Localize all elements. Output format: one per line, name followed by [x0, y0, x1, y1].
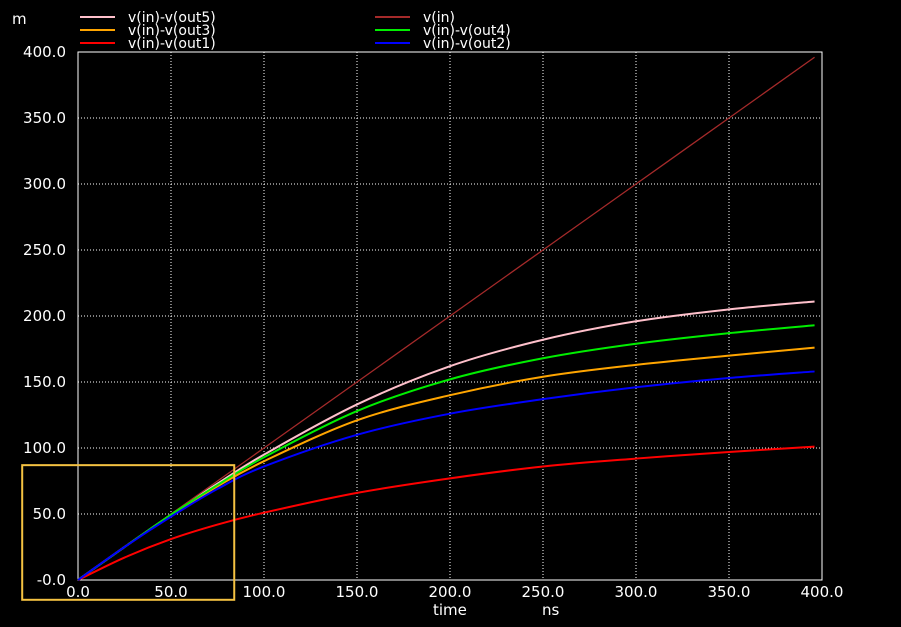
- legend-entry: v(in)-v(out1): [128, 36, 216, 52]
- y-tick-label: 350.0: [23, 109, 66, 127]
- series-layer: [77, 56, 815, 581]
- x-tick-label: 350.0: [708, 583, 751, 601]
- grid: [78, 52, 822, 580]
- x-tick-label: 200.0: [429, 583, 472, 601]
- y-tick-label: 250.0: [23, 241, 66, 259]
- series-line-v-in-v-out1: [77, 445, 815, 581]
- y-tick-label: 200.0: [23, 307, 66, 325]
- y-tick-label: 150.0: [23, 373, 66, 391]
- plot-frame: [77, 51, 823, 581]
- y-unit-label: m: [12, 10, 27, 28]
- legend-entry: v(in)-v(out3): [128, 23, 216, 39]
- y-tick-label: 50.0: [33, 505, 66, 523]
- legend-entry: v(in)-v(out2): [423, 36, 511, 52]
- series-line-v-in-v-out4: [77, 324, 815, 581]
- y-tick-label: 100.0: [23, 439, 66, 457]
- x-tick-label: 150.0: [336, 583, 379, 601]
- legend-entry: v(in)-v(out5): [128, 10, 216, 26]
- y-tick-label: 400.0: [23, 43, 66, 61]
- highlight-layer: [21, 464, 236, 601]
- legend-entry: v(in)-v(out4): [423, 23, 511, 39]
- legend: v(in)-v(out5) v(in)v(in)-v(out3) v(in)-v(o…: [80, 10, 511, 52]
- x-tick-label: 250.0: [522, 583, 565, 601]
- legend-entry: v(in): [423, 10, 455, 26]
- x-tick-label: 400.0: [801, 583, 844, 601]
- axes: [77, 51, 823, 581]
- tick-labels: 0.0 50.0 100.0 150.0 200.0 250.0 300.0 350.0 400…: [23, 43, 843, 601]
- x-tick-label: 100.0: [243, 583, 286, 601]
- x-unit-label: ns: [542, 601, 560, 619]
- series-line-v-in: [77, 56, 815, 581]
- highlight-box: [21, 464, 236, 601]
- x-axis-label: time: [433, 601, 467, 619]
- series-line-v-in-v-out2: [77, 370, 815, 581]
- series-line-v-in-v-out5: [77, 300, 815, 581]
- x-tick-label: 0.0: [66, 583, 90, 601]
- y-tick-label: -0.0: [37, 571, 66, 589]
- x-tick-label: 300.0: [615, 583, 658, 601]
- y-tick-label: 300.0: [23, 175, 66, 193]
- series-line-v-in-v-out3: [77, 346, 815, 581]
- x-tick-label: 50.0: [154, 583, 187, 601]
